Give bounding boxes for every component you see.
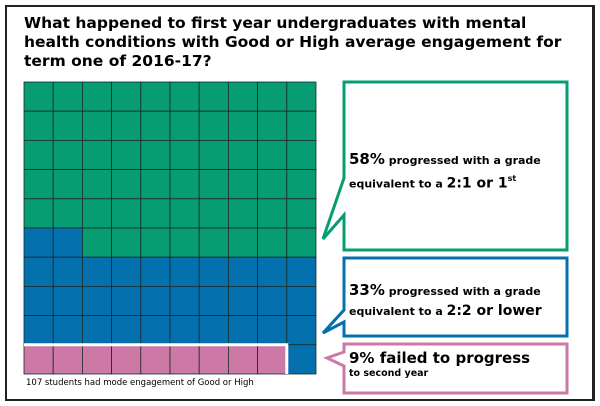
- waffle-cell-green: [198, 198, 229, 229]
- waffle-cell-blue: [286, 315, 317, 346]
- green-percent: 58%: [349, 150, 385, 168]
- waffle-cell-blue: [198, 315, 229, 346]
- waffle-cell-pink: [111, 344, 142, 375]
- waffle-cell-blue: [198, 285, 229, 316]
- waffle-cell-green: [198, 169, 229, 200]
- waffle-cell-green: [82, 81, 113, 112]
- callout-blue-box: [321, 256, 569, 338]
- waffle-cell-green: [257, 198, 288, 229]
- waffle-cell-green: [140, 81, 171, 112]
- waffle-cell-green: [140, 227, 171, 258]
- waffle-cell-pink: [140, 344, 171, 375]
- waffle-cell-pink: [169, 344, 200, 375]
- pink-text-2: to second year: [349, 368, 429, 379]
- waffle-cell-green: [286, 169, 317, 200]
- waffle-cell-green: [257, 169, 288, 200]
- waffle-cell-green: [169, 139, 200, 170]
- waffle-cell-green: [82, 139, 113, 170]
- footnote: 107 students had mode engagement of Good…: [26, 378, 254, 388]
- green-text-1: progressed with a grade: [384, 154, 541, 167]
- waffle-cell-green: [227, 227, 258, 258]
- waffle-cell-pink: [257, 344, 288, 375]
- waffle-cell-blue: [52, 227, 83, 258]
- waffle-cell-green: [111, 110, 142, 141]
- waffle-cell-blue: [169, 315, 200, 346]
- waffle-cell-green: [52, 139, 83, 170]
- waffle-cell-green: [82, 110, 113, 141]
- waffle-cell-blue: [82, 256, 113, 287]
- waffle-cell-green: [23, 81, 54, 112]
- callout-pink-box: [323, 342, 569, 395]
- waffle-cell-green: [286, 81, 317, 112]
- waffle-cell-green: [23, 139, 54, 170]
- waffle-cell-green: [286, 227, 317, 258]
- waffle-cell-green: [257, 110, 288, 141]
- waffle-cell-green: [111, 169, 142, 200]
- pink-group-outline: [24, 343, 289, 374]
- blue-grade: 2:2 or lower: [446, 303, 542, 319]
- waffle-cell-green: [286, 198, 317, 229]
- waffle-cell-green: [140, 169, 171, 200]
- waffle-cell-blue: [23, 315, 54, 346]
- waffle-cell-blue: [198, 256, 229, 287]
- waffle-cell-green: [140, 198, 171, 229]
- waffle-cell-green: [169, 81, 200, 112]
- waffle-cell-green: [257, 139, 288, 170]
- waffle-cell-blue: [257, 285, 288, 316]
- waffle-cell-green: [286, 139, 317, 170]
- callout-blue-text: 33% progressed with a grade equivalent t…: [349, 281, 542, 321]
- waffle-cell-green: [23, 110, 54, 141]
- green-grade-sup: st: [507, 174, 517, 183]
- callout-green-text: 58% progressed with a grade equivalent t…: [349, 150, 541, 193]
- waffle-cell-blue: [111, 256, 142, 287]
- waffle-cell-green: [52, 169, 83, 200]
- callout-pink-text: 9% failed to progress to second year: [349, 349, 530, 380]
- waffle-cell-blue: [52, 256, 83, 287]
- blue-percent: 33%: [349, 281, 385, 299]
- waffle-cell-blue: [286, 256, 317, 287]
- waffle-cell-blue: [169, 256, 200, 287]
- green-text-2: equivalent to a: [349, 177, 447, 191]
- waffle-cell-green: [82, 198, 113, 229]
- blue-text-1: progressed with a grade: [384, 285, 541, 298]
- pink-text-1: 9% failed to progress: [349, 349, 531, 367]
- waffle-cell-blue: [140, 315, 171, 346]
- callout-green-box: [321, 80, 569, 252]
- waffle-cell-green: [140, 139, 171, 170]
- chart-title: What happened to first year undergraduat…: [24, 14, 562, 70]
- waffle-cell-green: [169, 110, 200, 141]
- waffle-cell-blue: [227, 256, 258, 287]
- waffle-cell-green: [286, 110, 317, 141]
- waffle-cell-green: [257, 227, 288, 258]
- waffle-cell-blue: [111, 285, 142, 316]
- waffle-cell-green: [111, 227, 142, 258]
- green-grade: 2:1 or 1: [446, 175, 508, 192]
- waffle-cell-green: [169, 227, 200, 258]
- waffle-cell-green: [52, 81, 83, 112]
- blue-text-2: equivalent to a: [349, 305, 447, 318]
- outer-frame: [5, 5, 595, 401]
- waffle-cell-blue: [286, 344, 317, 375]
